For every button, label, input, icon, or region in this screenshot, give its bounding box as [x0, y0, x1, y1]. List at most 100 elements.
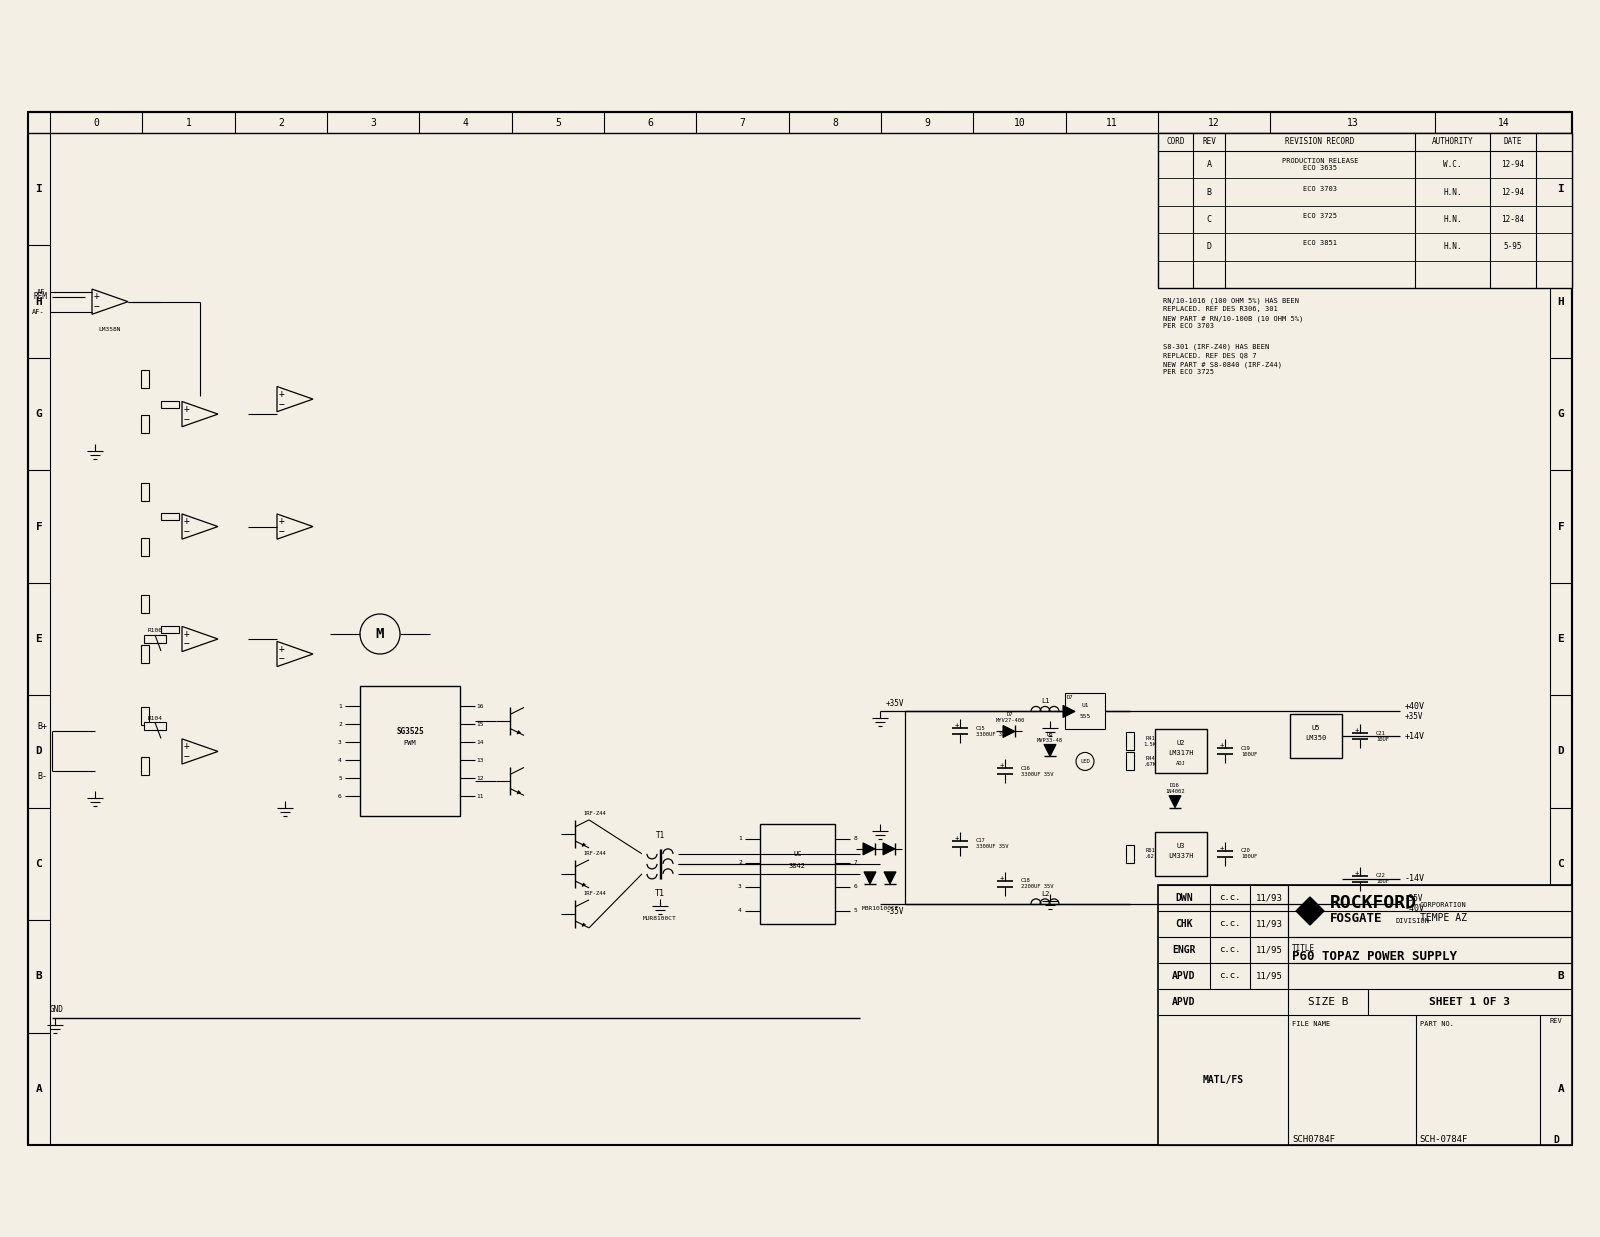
Text: 11/95: 11/95: [1256, 945, 1283, 955]
Text: 5: 5: [555, 118, 560, 127]
Text: 3: 3: [370, 118, 376, 127]
Text: 0: 0: [93, 118, 99, 127]
Text: ECO 3635: ECO 3635: [1302, 166, 1338, 171]
Text: SIZE B: SIZE B: [1307, 997, 1349, 1007]
Text: REVISION RECORD: REVISION RECORD: [1285, 137, 1355, 146]
Polygon shape: [517, 731, 520, 734]
Text: REM: REM: [34, 292, 46, 301]
Bar: [144, 635, 166, 643]
Text: I: I: [35, 184, 42, 194]
Text: I: I: [1558, 184, 1565, 194]
Text: MATL/FS: MATL/FS: [1203, 1075, 1243, 1085]
Text: B-: B-: [37, 772, 46, 781]
Text: D: D: [1554, 1136, 1558, 1145]
Text: ECO 3725: ECO 3725: [1302, 213, 1338, 219]
Text: W.C.: W.C.: [1443, 161, 1462, 169]
Text: LM317H: LM317H: [1168, 751, 1194, 757]
Text: +: +: [1219, 845, 1224, 851]
Text: ROCKFORD: ROCKFORD: [1330, 894, 1418, 912]
Text: D16
1N4002: D16 1N4002: [1165, 783, 1184, 794]
Text: 4: 4: [462, 118, 469, 127]
Text: G: G: [35, 409, 42, 419]
Text: REPLACED. REF DES Q8 7: REPLACED. REF DES Q8 7: [1163, 353, 1256, 359]
Text: +: +: [184, 628, 190, 638]
Bar: [141, 757, 149, 776]
Text: 11/93: 11/93: [1256, 919, 1283, 929]
Bar: [1155, 833, 1206, 876]
Bar: [360, 687, 461, 816]
Text: +: +: [1000, 762, 1005, 768]
Text: PART NO.: PART NO.: [1419, 1021, 1454, 1027]
Text: 16: 16: [477, 704, 483, 709]
Text: +: +: [1000, 875, 1005, 881]
Text: P60 TOPAZ POWER SUPPLY: P60 TOPAZ POWER SUPPLY: [1293, 950, 1458, 964]
Text: LED: LED: [1080, 760, 1090, 764]
Text: F: F: [1558, 522, 1565, 532]
Text: SCH0784F: SCH0784F: [1293, 1136, 1334, 1144]
Bar: [29, 113, 1571, 1145]
Text: +: +: [184, 403, 190, 413]
Bar: [141, 538, 149, 555]
Text: U1: U1: [1082, 703, 1088, 708]
Text: C22
10UF: C22 10UF: [1376, 873, 1389, 884]
Text: −: −: [278, 654, 285, 664]
Text: 7: 7: [853, 861, 858, 866]
Text: 14: 14: [477, 740, 483, 745]
Text: 11: 11: [477, 794, 483, 799]
Text: T1: T1: [654, 889, 666, 898]
Text: LM350: LM350: [1306, 736, 1326, 741]
Text: D8
MVP33-48: D8 MVP33-48: [1037, 732, 1062, 743]
Text: 13: 13: [477, 758, 483, 763]
Text: M: M: [376, 627, 384, 641]
Text: 3: 3: [738, 884, 742, 889]
Polygon shape: [883, 842, 894, 855]
Text: CORD: CORD: [1166, 137, 1184, 146]
Text: DWN: DWN: [1174, 893, 1194, 903]
Bar: [144, 722, 166, 730]
Text: 2: 2: [738, 861, 742, 866]
Text: G: G: [1558, 409, 1565, 419]
Text: 8: 8: [832, 118, 838, 127]
Polygon shape: [582, 883, 586, 887]
Text: c.c.: c.c.: [1219, 893, 1240, 903]
Text: −: −: [278, 400, 285, 409]
Text: B+: B+: [37, 722, 46, 731]
Polygon shape: [582, 842, 586, 846]
Text: 9: 9: [925, 118, 930, 127]
Polygon shape: [1043, 745, 1056, 757]
Polygon shape: [883, 872, 896, 884]
Text: +: +: [1355, 870, 1358, 876]
Text: −: −: [278, 527, 285, 537]
Bar: [141, 416, 149, 433]
Text: H.N.: H.N.: [1443, 242, 1462, 251]
Text: R104: R104: [147, 716, 163, 721]
Bar: [141, 370, 149, 388]
Bar: [141, 644, 149, 663]
Text: TEMPE AZ: TEMPE AZ: [1421, 913, 1467, 923]
Text: REV: REV: [1202, 137, 1216, 146]
Text: REV: REV: [1550, 1018, 1562, 1024]
Bar: [1066, 694, 1106, 730]
Text: R106: R106: [147, 628, 163, 633]
Text: DIVISION: DIVISION: [1395, 918, 1429, 924]
Text: AF-: AF-: [32, 309, 45, 314]
Text: +: +: [1355, 727, 1358, 734]
Text: 11/93: 11/93: [1256, 893, 1283, 903]
Polygon shape: [1170, 795, 1181, 808]
Text: 15: 15: [477, 722, 483, 727]
Text: C16
3300UF 35V: C16 3300UF 35V: [1021, 766, 1053, 777]
Text: +: +: [94, 291, 99, 302]
Text: 3842: 3842: [789, 863, 806, 868]
Text: L1: L1: [1040, 699, 1050, 704]
Text: H: H: [1558, 297, 1565, 307]
Text: +: +: [184, 516, 190, 526]
Text: C19
100UF: C19 100UF: [1242, 746, 1258, 757]
Text: C17
3300UF 35V: C17 3300UF 35V: [976, 839, 1008, 850]
Text: B: B: [1206, 188, 1211, 197]
Text: RN/10-1016 (100 OHM 5%) HAS BEEN: RN/10-1016 (100 OHM 5%) HAS BEEN: [1163, 298, 1299, 304]
Text: c.c.: c.c.: [1219, 971, 1240, 981]
Text: U2: U2: [1176, 741, 1186, 746]
Text: -14V: -14V: [1405, 875, 1426, 883]
Text: 12: 12: [477, 776, 483, 781]
Text: ADJ: ADJ: [1176, 761, 1186, 766]
